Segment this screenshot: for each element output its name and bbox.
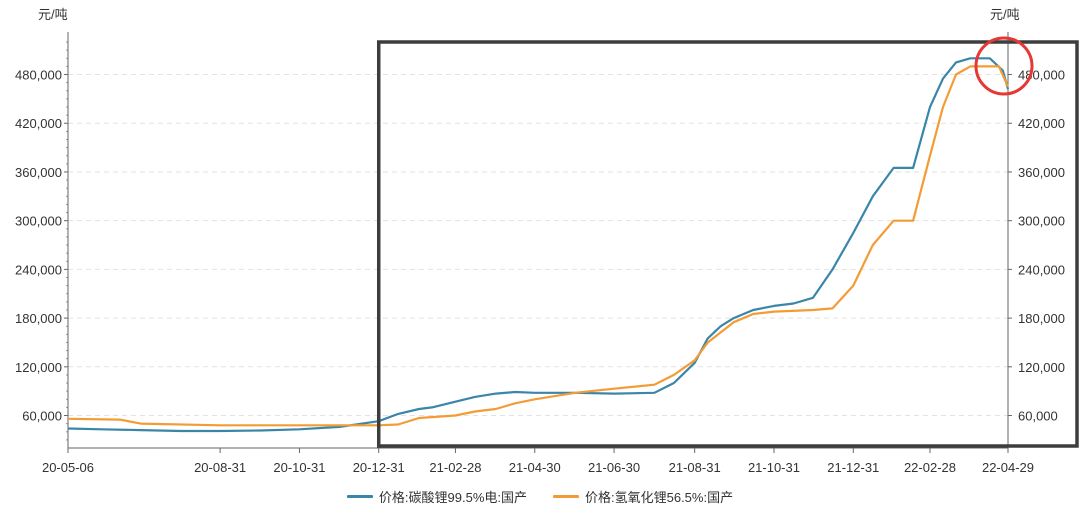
- x-tick-label-22-02-28: 22-02-28: [904, 460, 956, 475]
- y-tick-labels: 60,000 60,000 120,000 120,000 180,000 180,000…: [15, 68, 1065, 424]
- y-tick-label-right-60000: 60,000: [1018, 409, 1058, 424]
- y-tick-label-left-60000: 60,000: [22, 409, 62, 424]
- y-axis-unit-left: 元/吨: [38, 7, 68, 22]
- y-tick-label-right-480000: 480,000: [1018, 68, 1065, 83]
- axes: [64, 32, 1012, 453]
- y-tick-label-right-180000: 180,000: [1018, 311, 1065, 326]
- x-tick-labels: 20-05-06 20-08-31 20-10-31 20-12-31 21-02-28…: [42, 460, 1034, 475]
- annotations: [376, 36, 1079, 448]
- y-tick-label-left-120000: 120,000: [15, 360, 62, 375]
- x-tick-label-21-12-31: 21-12-31: [827, 460, 879, 475]
- highlight-rectangle: [376, 40, 1079, 448]
- grid-lines: [68, 74, 1008, 417]
- series-line-0: [67, 57, 1010, 433]
- legend-swatch-lithium-carbonate: [346, 495, 373, 498]
- y-tick-label-right-240000: 240,000: [1018, 262, 1065, 277]
- series-line-1: [67, 65, 1010, 427]
- x-tick-label-21-08-31: 21-08-31: [669, 460, 721, 475]
- x-tick-label-20-05-06: 20-05-06: [42, 460, 94, 475]
- legend-label-lithium-hydroxide: 价格:氢氧化锂56.5%:国产: [585, 490, 734, 505]
- y-tick-label-left-480000: 480,000: [15, 68, 62, 83]
- y-tick-label-right-300000: 300,000: [1018, 214, 1065, 229]
- y-tick-label-right-120000: 120,000: [1018, 360, 1065, 375]
- y-axis-unit-right: 元/吨: [990, 7, 1020, 22]
- x-tick-label-22-04-29: 22-04-29: [982, 460, 1034, 475]
- legend-item-lithium-carbonate[interactable]: 价格:碳酸锂99.5%电:国产: [346, 487, 527, 506]
- x-tick-label-21-06-30: 21-06-30: [588, 460, 640, 475]
- y-tick-label-right-420000: 420,000: [1018, 116, 1065, 131]
- x-tick-label-20-12-31: 20-12-31: [353, 460, 405, 475]
- y-tick-label-left-360000: 360,000: [15, 165, 62, 180]
- legend-label-lithium-carbonate: 价格:碳酸锂99.5%电:国产: [378, 490, 527, 505]
- x-tick-label-21-04-30: 21-04-30: [509, 460, 561, 475]
- y-tick-label-right-360000: 360,000: [1018, 165, 1065, 180]
- x-tick-label-21-10-31: 21-10-31: [748, 460, 800, 475]
- highlight-circle: [974, 36, 1034, 96]
- x-tick-label-20-10-31: 20-10-31: [273, 460, 325, 475]
- y-tick-label-left-180000: 180,000: [15, 311, 62, 326]
- y-tick-label-left-240000: 240,000: [15, 262, 62, 277]
- y-tick-label-left-300000: 300,000: [15, 214, 62, 229]
- legend: 价格:碳酸锂99.5%电:国产 价格:氢氧化锂56.5%:国产: [0, 487, 1080, 506]
- series-lines: [67, 57, 1010, 433]
- legend-swatch-lithium-hydroxide: [553, 495, 579, 498]
- line-chart: 元/吨 元/吨 60,000 60,000 120,000 120,000 180,00…: [15, 7, 1079, 475]
- x-tick-label-21-02-28: 21-02-28: [429, 460, 481, 475]
- legend-item-lithium-hydroxide[interactable]: 价格:氢氧化锂56.5%:国产: [553, 487, 733, 506]
- y-tick-label-left-420000: 420,000: [15, 116, 62, 131]
- x-tick-label-20-08-31: 20-08-31: [194, 460, 246, 475]
